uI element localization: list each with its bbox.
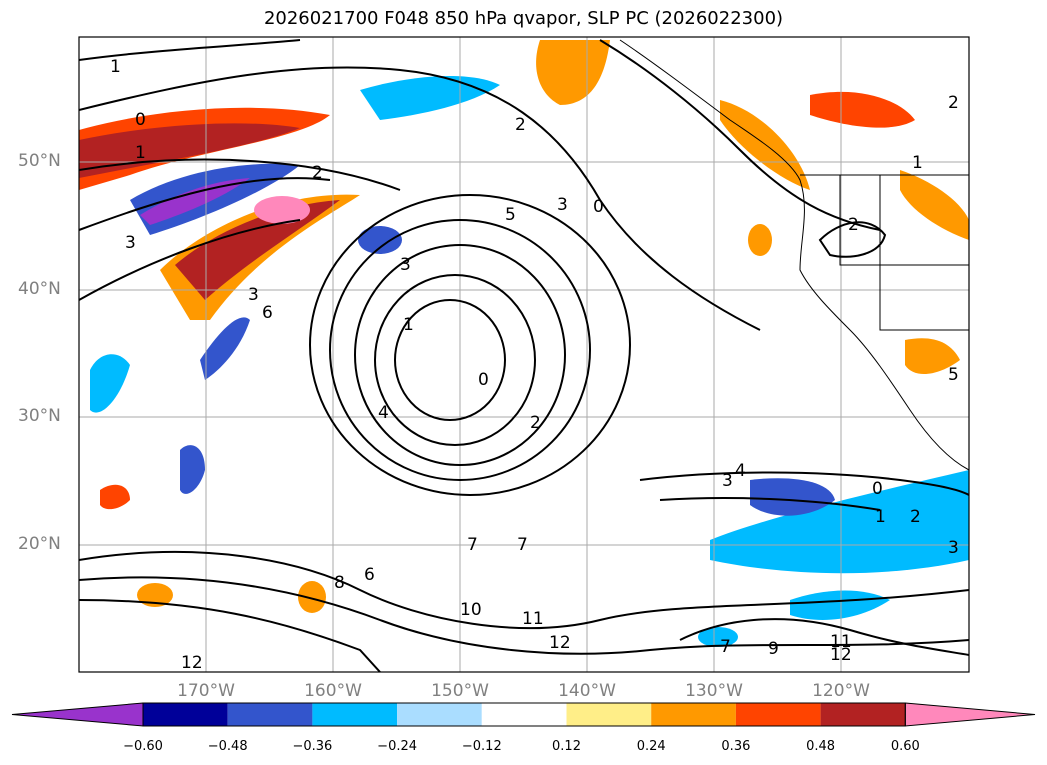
colorbar-segment bbox=[735, 703, 821, 726]
contour-label: 3 bbox=[948, 538, 959, 558]
contour-label: 5 bbox=[505, 205, 516, 225]
colorbar-extend-low bbox=[11, 702, 144, 727]
contour-label: 1 bbox=[135, 143, 146, 163]
contour-label: 3 bbox=[400, 255, 411, 275]
contour-label: 7 bbox=[720, 637, 731, 657]
contour-label: 11 bbox=[522, 609, 544, 629]
colorbar-tick-label: 0.36 bbox=[721, 739, 751, 754]
slp-contours bbox=[79, 39, 969, 672]
contour-label: 1 bbox=[110, 57, 121, 77]
contour-label: 1 bbox=[912, 153, 923, 173]
colorbar-tick-label: −0.60 bbox=[123, 739, 163, 754]
contour-label: 3 bbox=[722, 471, 733, 491]
lon-label: 170°W bbox=[177, 681, 235, 701]
colorbar-segment bbox=[397, 703, 482, 726]
colorbar bbox=[11, 702, 1036, 727]
contour-label: 5 bbox=[948, 365, 959, 385]
colorbar-extend-high bbox=[904, 702, 1036, 727]
colorbar-segment bbox=[566, 703, 652, 726]
colorbar-tick-label: −0.48 bbox=[207, 739, 248, 754]
contour-label: 3 bbox=[557, 195, 568, 215]
colorbar-tick-label: 0.12 bbox=[552, 739, 581, 754]
colorbar-tick-label: −0.36 bbox=[292, 739, 333, 754]
lon-label: 120°W bbox=[812, 681, 870, 701]
contour-label: 6 bbox=[262, 303, 273, 323]
chart-title: 2026021700 F048 850 hPa qvapor, SLP PC (… bbox=[263, 8, 784, 29]
contour-label: 12 bbox=[549, 633, 571, 653]
colorbar-tick-label: −0.12 bbox=[461, 739, 502, 754]
contour-label: 9 bbox=[768, 639, 779, 659]
colorbar-segment bbox=[651, 703, 736, 726]
coastline bbox=[619, 39, 969, 471]
contour-label: 12 bbox=[830, 645, 852, 665]
contour-label: 2 bbox=[948, 93, 959, 113]
lon-label: 140°W bbox=[558, 681, 616, 701]
contour-label: 7 bbox=[517, 535, 528, 555]
lon-label: 130°W bbox=[685, 681, 743, 701]
contour-label: 2 bbox=[530, 413, 541, 433]
contour-label: 3 bbox=[125, 233, 136, 253]
contour-label: 4 bbox=[735, 461, 746, 481]
contour-label: 0 bbox=[872, 479, 883, 499]
colorbar-tick-label: 0.60 bbox=[890, 739, 920, 754]
contour-label: 11 bbox=[830, 632, 852, 652]
contour-label-layer: 1 0 1 2 3 3 6 5 3 2 0 2 3 1 0 2 4 4 3 1 … bbox=[110, 57, 959, 673]
colorbar-segment bbox=[820, 703, 906, 726]
contour-label: 1 bbox=[875, 507, 886, 527]
colorbar-tick-label: 0.24 bbox=[636, 739, 666, 754]
colorbar-tick-label: 0.48 bbox=[806, 739, 836, 754]
lat-label: 30°N bbox=[18, 406, 61, 426]
qvapor-shading bbox=[79, 40, 969, 647]
contour-label: 2 bbox=[515, 115, 526, 135]
lon-label: 160°W bbox=[304, 681, 362, 701]
contour-label: 2 bbox=[910, 507, 921, 527]
contour-label: 6 bbox=[364, 565, 375, 585]
contour-label: 7 bbox=[467, 535, 478, 555]
contour-label: 12 bbox=[181, 653, 203, 673]
lat-label: 50°N bbox=[18, 151, 61, 171]
contour-label: 2 bbox=[848, 215, 859, 235]
contour-label: 2 bbox=[312, 163, 323, 183]
graticule bbox=[79, 37, 969, 672]
contour-label: 0 bbox=[593, 197, 604, 217]
contour-label: 0 bbox=[135, 110, 146, 130]
map-frame bbox=[78, 36, 970, 673]
contour-label: 1 bbox=[403, 315, 414, 335]
colorbar-segment bbox=[312, 703, 398, 726]
contour-label: 4 bbox=[378, 403, 389, 423]
colorbar-segment bbox=[227, 703, 313, 726]
colorbar-segment bbox=[143, 703, 228, 726]
lon-label: 150°W bbox=[431, 681, 489, 701]
contour-label: 10 bbox=[460, 600, 482, 620]
colorbar-segment bbox=[481, 703, 567, 726]
lat-label: 40°N bbox=[18, 279, 61, 299]
colorbar-frame bbox=[142, 702, 906, 727]
contour-label: 3 bbox=[248, 285, 259, 305]
contour-label: 0 bbox=[478, 370, 489, 390]
contour-label: 8 bbox=[334, 573, 345, 593]
colorbar-tick-label: −0.24 bbox=[377, 739, 418, 754]
lat-label: 20°N bbox=[18, 534, 61, 554]
